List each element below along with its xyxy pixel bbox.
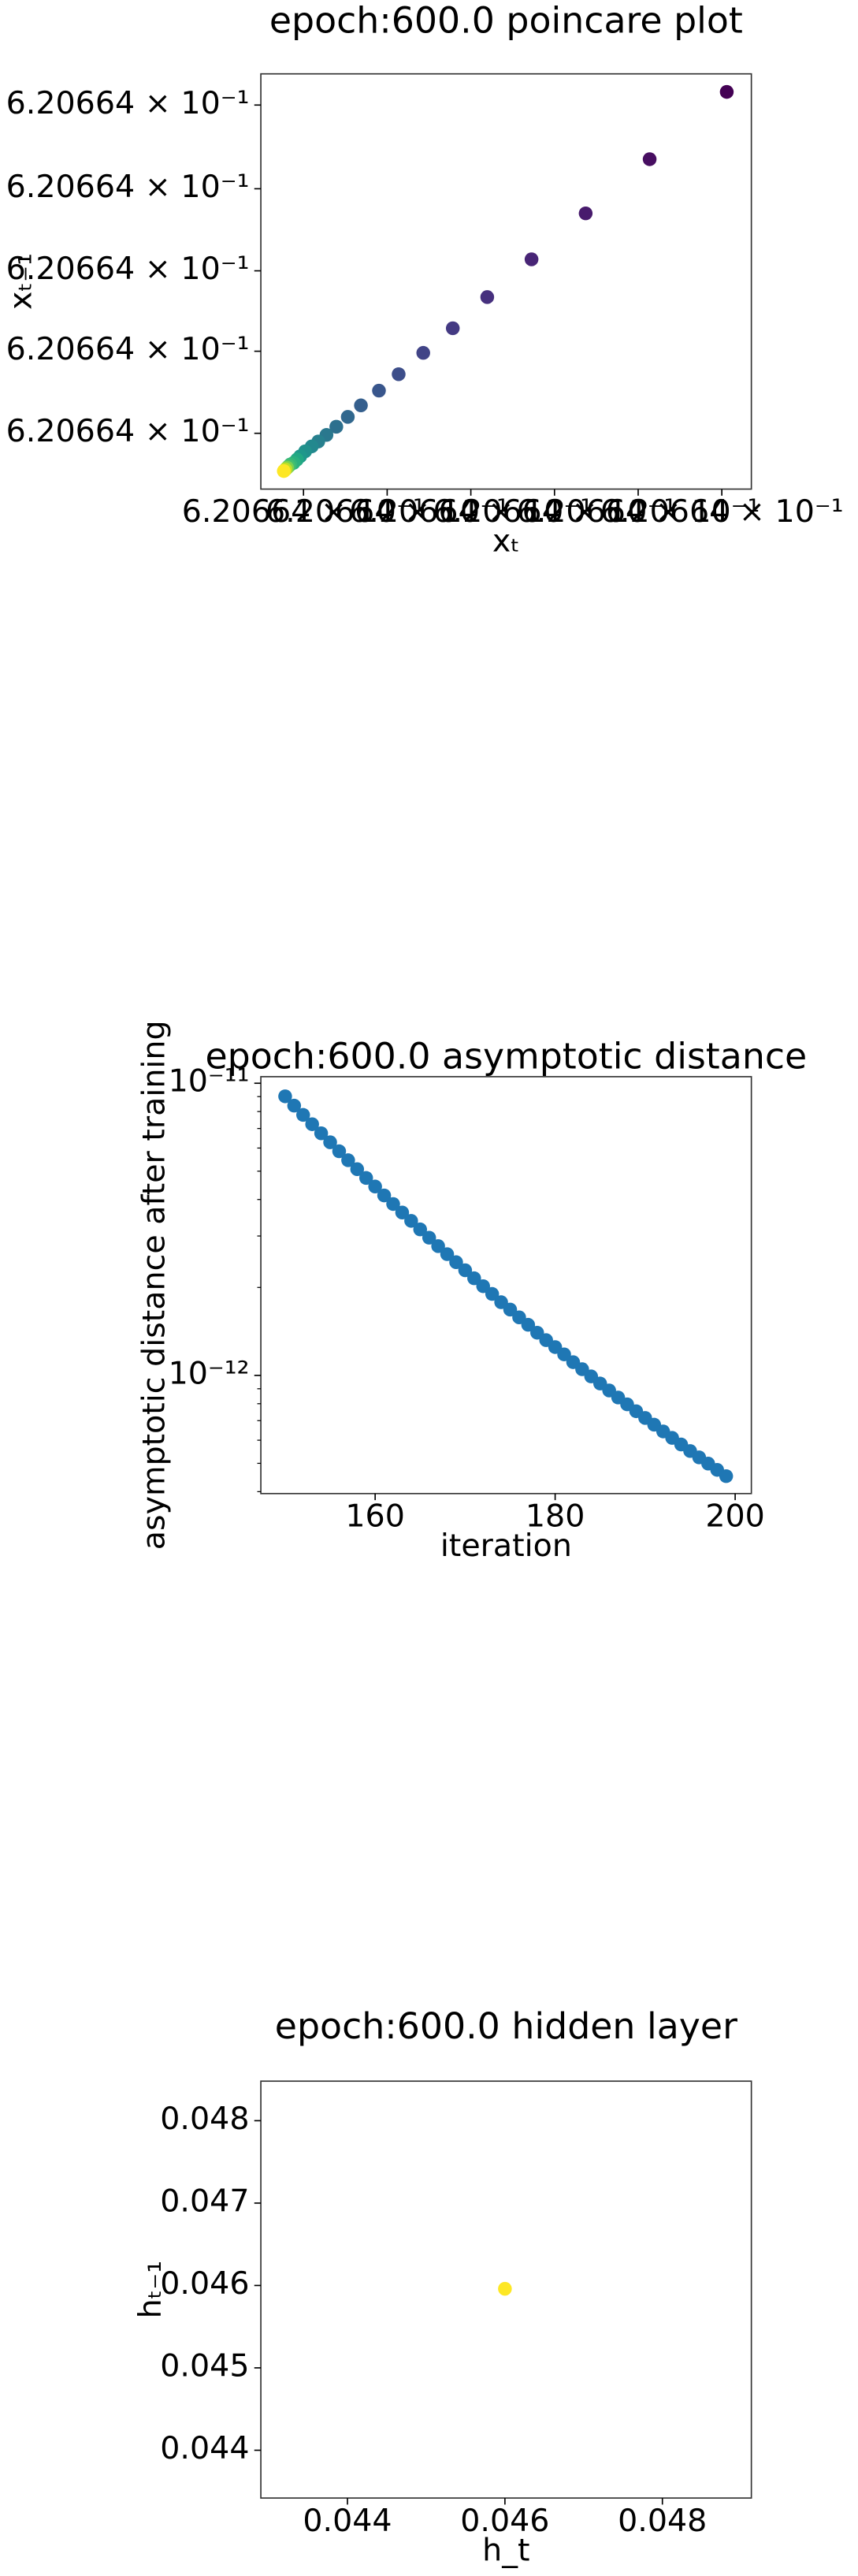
point	[340, 410, 355, 424]
point	[358, 1171, 373, 1186]
plot-frame	[260, 73, 752, 490]
y-axis-label: asymptotic distance after training	[136, 1020, 172, 1550]
x-tick-label: 6.20664 × 10⁻¹	[349, 493, 592, 530]
y-tick-label: 10⁻¹¹	[169, 1063, 250, 1100]
y-tick-label: 0.046	[160, 2265, 249, 2302]
x-tick-label: 0.044	[303, 2503, 392, 2539]
point	[372, 383, 386, 398]
x-tick-label: 6.20664 × 10⁻¹	[182, 493, 425, 530]
x-tick-label: 6.20664 × 10⁻¹	[600, 493, 844, 530]
x-tick-label: 200	[705, 1498, 764, 1535]
point	[431, 1239, 445, 1253]
point	[440, 1247, 455, 1261]
point	[449, 1255, 463, 1270]
point	[278, 1089, 292, 1104]
y-axis-label: xₜ₋₁	[3, 253, 39, 310]
y-tick-label: 10⁻¹²	[169, 1355, 250, 1391]
point	[386, 1197, 400, 1212]
x-tick-label: 6.20664 × 10⁻¹	[433, 493, 676, 530]
point	[354, 398, 368, 413]
chart-title: epoch:600.0 poincare plot	[269, 0, 743, 42]
point	[416, 345, 430, 360]
chart-title: epoch:600.0 asymptotic distance	[205, 1035, 807, 1078]
point	[458, 1263, 473, 1278]
point	[332, 1144, 347, 1159]
y-tick-label: 6.20664 × 10⁻¹	[6, 251, 250, 287]
point	[287, 1098, 302, 1113]
point	[480, 290, 495, 304]
point	[404, 1214, 418, 1228]
point	[277, 463, 291, 478]
point	[476, 1279, 490, 1294]
y-tick-label: 6.20664 × 10⁻¹	[6, 331, 250, 367]
y-tick-label: 0.044	[160, 2430, 249, 2466]
point	[305, 1117, 319, 1131]
y-tick-label: 6.20664 × 10⁻¹	[6, 413, 250, 449]
point	[719, 1469, 734, 1483]
plot-frame	[260, 1076, 752, 1495]
point	[719, 84, 734, 99]
x-tick-label: 180	[526, 1498, 585, 1535]
x-axis-label: xₜ	[492, 523, 520, 560]
point	[445, 321, 460, 336]
point	[350, 1162, 365, 1176]
y-tick-label: 6.20664 × 10⁻¹	[6, 85, 250, 121]
y-tick-label: 0.047	[160, 2183, 249, 2219]
point	[341, 1153, 355, 1167]
point	[377, 1188, 392, 1203]
y-tick-label: 6.20664 × 10⁻¹	[6, 169, 250, 205]
point	[503, 1302, 518, 1317]
point	[392, 367, 406, 382]
point	[368, 1179, 382, 1194]
x-tick-label: 160	[345, 1498, 404, 1535]
point	[642, 152, 657, 166]
point	[524, 252, 539, 266]
x-axis-label: iteration	[440, 1528, 572, 1564]
point	[314, 1126, 329, 1141]
point	[296, 1107, 310, 1122]
chart-title: epoch:600.0 hidden layer	[275, 2005, 737, 2047]
point	[395, 1205, 410, 1219]
x-tick-label: 0.046	[460, 2503, 549, 2539]
point	[485, 1286, 500, 1301]
y-tick-label: 0.048	[160, 2101, 249, 2137]
y-axis-label: hₜ₋₁	[132, 2261, 169, 2318]
point	[323, 1135, 337, 1149]
plot-frame	[260, 2080, 752, 2499]
x-tick-label: 0.048	[618, 2503, 707, 2539]
x-tick-label: 6.20664 × 10⁻¹	[517, 493, 760, 530]
point	[422, 1230, 436, 1245]
point	[557, 1347, 571, 1361]
point	[413, 1222, 428, 1237]
point	[521, 1317, 536, 1332]
point	[498, 2281, 512, 2296]
point	[578, 206, 593, 221]
x-tick-label: 6.20664 × 10⁻¹	[266, 493, 509, 530]
y-tick-label: 0.045	[160, 2347, 249, 2384]
x-axis-label: h_t	[482, 2532, 529, 2568]
point	[329, 419, 344, 434]
point	[467, 1271, 481, 1286]
